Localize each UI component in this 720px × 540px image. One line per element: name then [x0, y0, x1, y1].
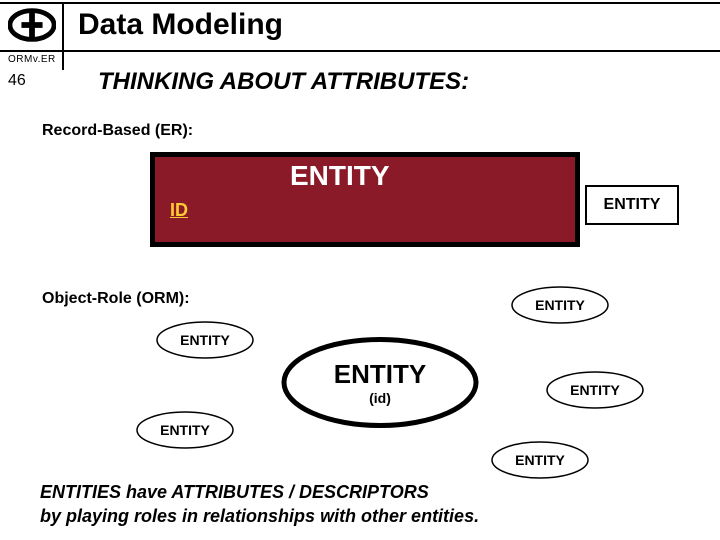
- page-number: 46: [8, 72, 26, 90]
- orm-entity-right: ENTITY: [545, 370, 645, 410]
- orm-main-entity-id: (id): [334, 390, 426, 406]
- slide-title: Data Modeling: [78, 8, 283, 42]
- footer-line-1: ENTITIES have ATTRIBUTES / DESCRIPTORS: [40, 480, 479, 504]
- slide-sublabel: ORMv.ER: [8, 54, 56, 65]
- logo-icon: [8, 5, 56, 45]
- orm-entity-label: ENTITY: [515, 452, 565, 468]
- orm-entity-label: ENTITY: [180, 332, 230, 348]
- er-id-label: ID: [170, 200, 188, 221]
- footer-line-2: by playing roles in relationships with o…: [40, 504, 479, 528]
- slide-subtitle: THINKING ABOUT ATTRIBUTES:: [98, 68, 469, 96]
- er-side-entity-label: ENTITY: [604, 196, 661, 214]
- orm-entity-left-upper: ENTITY: [155, 320, 255, 360]
- header-rule-vertical: [62, 2, 64, 70]
- footer-text: ENTITIES have ATTRIBUTES / DESCRIPTORS b…: [40, 480, 479, 529]
- slide: Data Modeling ORMv.ER 46 THINKING ABOUT …: [0, 0, 720, 540]
- orm-main-entity: ENTITY (id): [280, 335, 480, 430]
- section-heading-orm: Object-Role (ORM):: [42, 290, 190, 308]
- orm-entity-label: ENTITY: [160, 422, 210, 438]
- orm-main-entity-label: ENTITY: [334, 359, 426, 389]
- header-rule-bottom: [0, 50, 720, 52]
- orm-main-entity-text: ENTITY (id): [334, 359, 426, 406]
- header-rule-top: [0, 2, 720, 4]
- er-side-entity: ENTITY: [585, 185, 679, 225]
- orm-entity-left-lower: ENTITY: [135, 410, 235, 450]
- orm-entity-label: ENTITY: [535, 297, 585, 313]
- orm-entity-top-right: ENTITY: [510, 285, 610, 325]
- er-entity-label: ENTITY: [290, 160, 390, 192]
- section-heading-er: Record-Based (ER):: [42, 122, 193, 140]
- orm-entity-bottom-right: ENTITY: [490, 440, 590, 480]
- orm-entity-label: ENTITY: [570, 382, 620, 398]
